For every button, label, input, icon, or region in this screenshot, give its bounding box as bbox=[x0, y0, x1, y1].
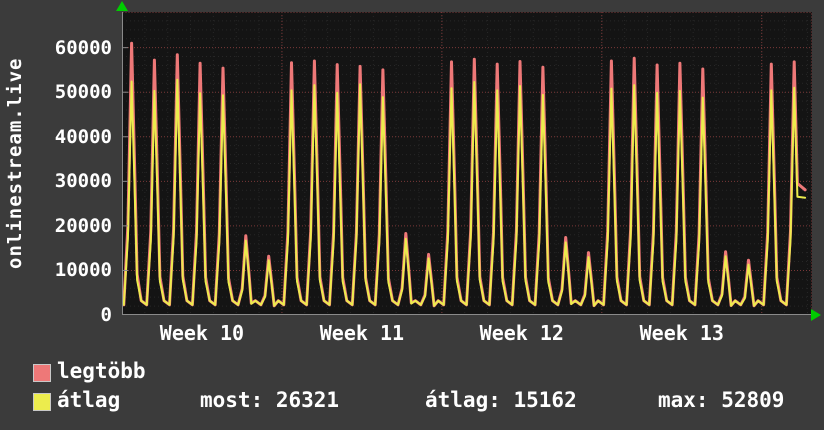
y-tick-label: 60000 bbox=[54, 36, 112, 59]
plot-area bbox=[122, 12, 812, 315]
legend: legtöbb átlag most: 26321 átlag: 15162 m… bbox=[0, 356, 824, 430]
y-tick-label: 10000 bbox=[54, 259, 112, 282]
x-week-label: Week 10 bbox=[159, 321, 245, 345]
y-axis-title: onlinestream.live bbox=[4, 57, 26, 270]
legend-label-legtobb: legtöbb bbox=[57, 359, 146, 383]
legend-swatch-atlag bbox=[33, 393, 51, 411]
stat-most: most: 26321 bbox=[200, 388, 340, 412]
y-tick-label: 40000 bbox=[54, 125, 112, 148]
y-tick-label: 30000 bbox=[54, 170, 112, 193]
x-week-label: Week 12 bbox=[479, 321, 564, 345]
series-line-atlag bbox=[122, 78, 807, 307]
y-tick-label: 50000 bbox=[54, 81, 112, 104]
stat-atlag: átlag: 15162 bbox=[425, 388, 577, 412]
legend-label-atlag: átlag bbox=[57, 388, 121, 412]
y-tick-label: 0 bbox=[100, 304, 112, 326]
axis-arrow-up-icon bbox=[116, 1, 128, 11]
axis-arrow-right-icon bbox=[811, 309, 821, 321]
legend-swatch-legtobb bbox=[33, 364, 51, 382]
x-week-label: Week 13 bbox=[639, 321, 724, 345]
y-tick-label: 20000 bbox=[54, 214, 112, 237]
stat-max: max: 52809 bbox=[658, 388, 785, 412]
x-week-label: Week 11 bbox=[319, 321, 405, 345]
